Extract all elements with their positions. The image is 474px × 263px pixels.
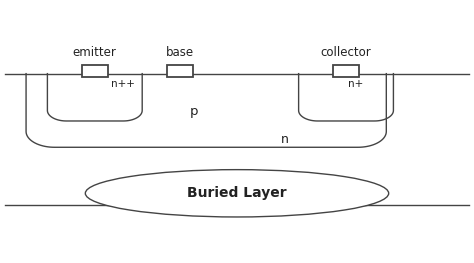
Text: n+: n+ [348, 79, 364, 89]
Text: base: base [166, 46, 194, 59]
Text: p: p [190, 105, 198, 118]
Bar [82, 65, 108, 77]
Ellipse shape [85, 170, 389, 217]
Text: n: n [281, 133, 288, 146]
Bar [333, 65, 359, 77]
Text: emitter: emitter [73, 46, 117, 59]
Text: Buried Layer: Buried Layer [187, 186, 287, 200]
Bar [167, 65, 193, 77]
Text: n++: n++ [111, 79, 135, 89]
Text: collector: collector [320, 46, 372, 59]
